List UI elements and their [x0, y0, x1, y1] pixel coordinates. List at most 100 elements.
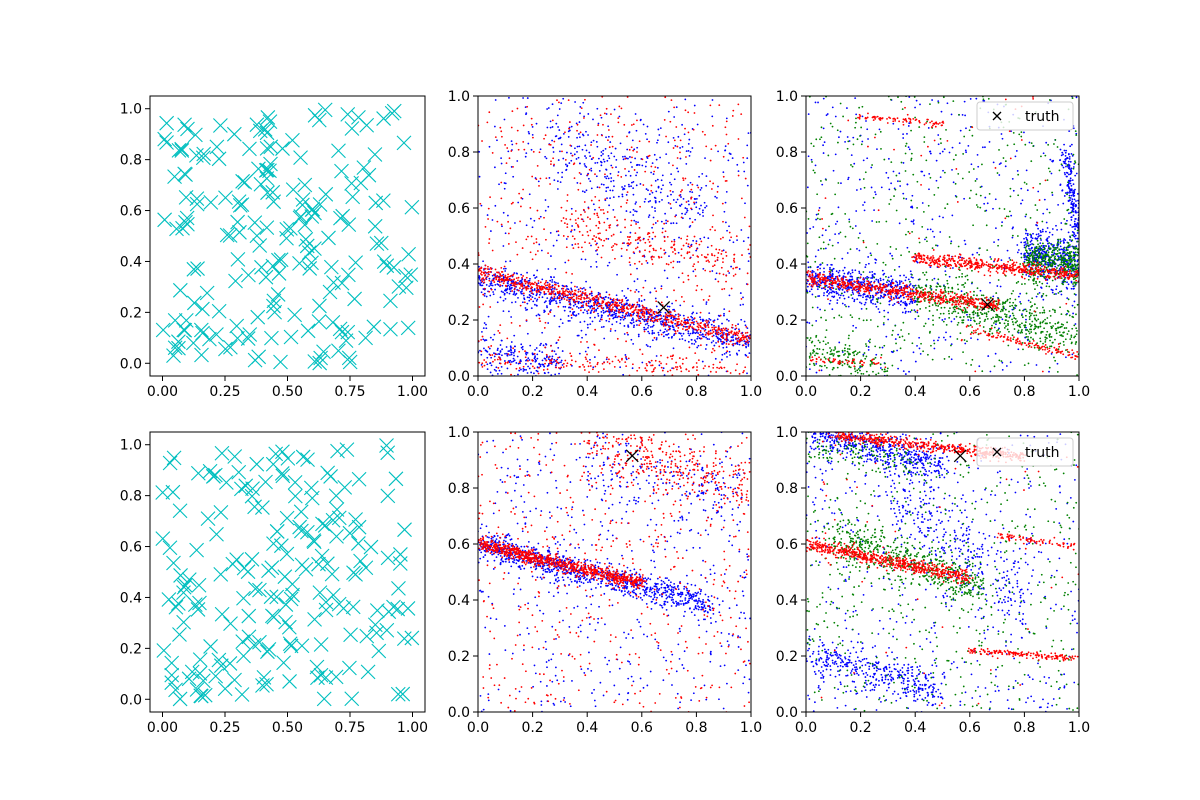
point-blue — [650, 171, 653, 174]
point-red — [682, 358, 684, 361]
point-blue — [935, 179, 938, 182]
point-red — [589, 229, 592, 232]
point-red — [732, 274, 735, 277]
point-blue — [684, 98, 687, 101]
x-marker — [260, 185, 275, 201]
point-red — [616, 337, 619, 340]
point-blue — [656, 141, 658, 144]
point-red — [538, 151, 541, 154]
point-red — [518, 283, 521, 286]
point-red — [683, 257, 686, 259]
point-blue — [524, 106, 527, 109]
point-blue — [1070, 184, 1073, 187]
point-red — [608, 293, 611, 296]
point-red — [648, 316, 650, 319]
point-blue — [534, 348, 536, 351]
point-blue — [605, 358, 608, 361]
point-blue — [535, 122, 538, 125]
point-red — [705, 145, 708, 148]
point-red — [616, 219, 619, 222]
point-red — [486, 275, 489, 278]
point-blue — [534, 358, 537, 361]
point-red — [670, 261, 672, 264]
point-red — [638, 324, 641, 327]
point-red — [483, 287, 486, 290]
point-blue — [627, 244, 629, 247]
point-red — [676, 330, 679, 332]
point-red — [556, 361, 559, 364]
point-blue — [671, 324, 674, 327]
point-red — [681, 189, 683, 191]
point-blue — [504, 232, 507, 235]
point-blue — [519, 291, 522, 293]
point-blue — [657, 331, 660, 334]
point-red — [588, 242, 591, 245]
point-blue — [697, 212, 700, 214]
point-red — [636, 151, 638, 153]
point-red — [719, 237, 722, 240]
point-red — [704, 333, 707, 336]
point-red — [574, 285, 576, 288]
point-blue — [867, 340, 870, 342]
point-blue — [679, 157, 682, 160]
x-marker — [270, 287, 286, 302]
point-blue — [630, 338, 633, 341]
point-red — [608, 318, 611, 320]
point-red — [489, 267, 492, 269]
x-marker — [203, 194, 219, 210]
point-red — [715, 331, 718, 334]
point-blue — [493, 333, 496, 336]
point-blue — [641, 164, 644, 167]
point-blue — [732, 335, 734, 337]
point-blue — [921, 170, 924, 173]
point-blue — [562, 305, 565, 308]
point-blue — [551, 279, 554, 281]
point-red — [592, 302, 595, 304]
point-blue — [633, 148, 636, 151]
point-blue — [590, 244, 592, 247]
point-blue — [846, 136, 849, 138]
point-red — [521, 284, 524, 287]
point-blue — [652, 173, 655, 175]
point-blue — [1025, 236, 1028, 239]
x-marker — [262, 163, 277, 179]
point-blue — [699, 213, 701, 216]
point-blue — [746, 184, 749, 187]
point-blue — [950, 240, 953, 243]
point-blue — [899, 295, 902, 298]
point-blue — [1027, 254, 1030, 257]
point-red — [589, 365, 592, 367]
point-red — [705, 260, 708, 263]
point-red — [624, 226, 626, 229]
point-red — [517, 279, 519, 282]
point-blue — [658, 134, 661, 136]
point-red — [535, 241, 538, 244]
point-blue — [598, 170, 601, 172]
point-blue — [1014, 155, 1017, 158]
point-blue — [499, 350, 502, 352]
point-red — [615, 243, 618, 246]
point-red — [511, 282, 513, 285]
x-marker — [403, 267, 419, 283]
point-blue — [489, 336, 492, 339]
point-blue — [905, 276, 908, 279]
point-red — [704, 365, 706, 367]
point-red — [500, 130, 503, 133]
point-blue — [649, 345, 652, 348]
point-red — [742, 338, 745, 341]
point-blue — [600, 326, 603, 329]
point-red — [664, 230, 667, 233]
point-blue — [951, 146, 954, 149]
point-blue — [490, 364, 493, 367]
point-blue — [568, 162, 571, 164]
x-marker — [312, 355, 328, 371]
point-blue — [829, 299, 832, 302]
point-red — [698, 333, 701, 336]
point-red — [631, 156, 633, 159]
point-red — [509, 227, 512, 230]
point-blue — [662, 335, 665, 338]
point-blue — [941, 150, 944, 153]
point-blue — [1023, 244, 1026, 247]
point-blue — [944, 338, 947, 341]
point-blue — [838, 288, 841, 291]
